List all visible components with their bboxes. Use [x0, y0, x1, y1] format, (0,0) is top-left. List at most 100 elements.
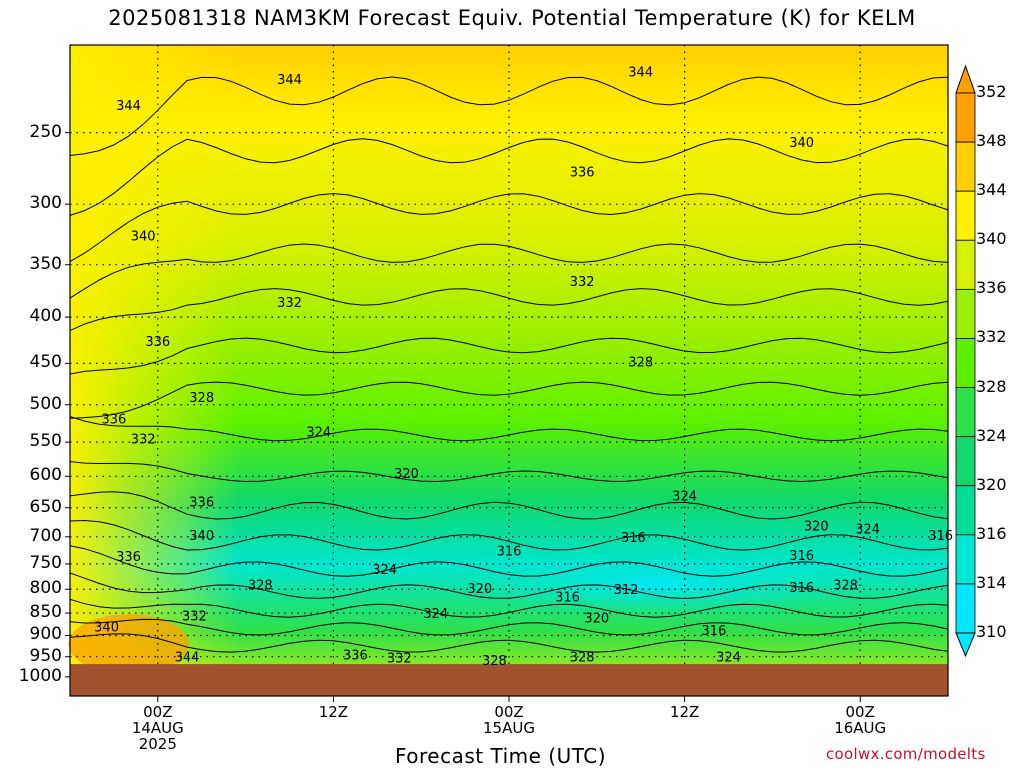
x-axis-title: Forecast Time (UTC) [395, 744, 607, 768]
y-tick-label: 250 [29, 121, 62, 142]
contour-label: 328 [570, 651, 595, 666]
colorbar-label: 336 [976, 278, 1007, 298]
contour-label: 328 [628, 356, 653, 371]
y-tick-label: 500 [29, 393, 62, 414]
y-tick-label: 650 [29, 496, 62, 517]
colorbar-label: 332 [976, 327, 1007, 347]
colorbar-bin [955, 239, 976, 290]
contour-label: 312 [614, 583, 639, 598]
contour-label: 332 [182, 609, 207, 624]
contour-label: 332 [570, 275, 595, 290]
colorbar-label: 344 [976, 180, 1007, 200]
contour-line [69, 491, 949, 520]
contour-line [69, 243, 949, 299]
colorbar-label: 316 [976, 523, 1007, 543]
colorbar-bin [955, 190, 976, 241]
colorbar-bin [955, 534, 976, 585]
contour-line [69, 598, 949, 618]
colorbar-bin [955, 338, 976, 388]
colorbar-bin [955, 436, 976, 487]
contour-label: 344 [628, 66, 653, 81]
y-tick-label: 350 [29, 253, 62, 274]
contour-label: 332 [277, 296, 302, 311]
contour-label: 336 [189, 496, 214, 511]
contour-label: 324 [423, 607, 448, 622]
contour-label: 344 [175, 651, 200, 666]
contour-label: 344 [116, 99, 141, 114]
y-tick-label: 300 [29, 193, 62, 214]
contour-line [69, 545, 949, 577]
colorbar-bin [955, 387, 976, 438]
contour-line [69, 193, 949, 263]
contour-label: 316 [928, 529, 953, 544]
y-tick-label: 850 [29, 602, 62, 623]
contour-line [69, 76, 949, 156]
contour-label: 340 [189, 529, 214, 544]
contour-label: 328 [248, 578, 273, 593]
contour-label: 316 [701, 624, 726, 639]
contour-label: 336 [145, 335, 170, 350]
contour-label: 316 [621, 531, 646, 546]
y-tick-label: 1000 [18, 665, 62, 686]
contour-label: 332 [131, 433, 156, 448]
colorbar-label: 320 [976, 474, 1007, 494]
credit-link[interactable]: coolwx.com/modelts [826, 745, 986, 763]
y-tick-label: 400 [29, 306, 62, 327]
contour-label: 320 [584, 612, 609, 627]
colorbar-bin [955, 485, 976, 536]
contour-label: 336 [101, 413, 126, 428]
colorbar-label: 314 [976, 572, 1007, 592]
contour-label: 332 [387, 652, 412, 667]
contour-label: 328 [833, 578, 858, 593]
y-tick-label: 450 [29, 352, 62, 373]
contour-label: 340 [94, 621, 119, 636]
contour-label: 316 [789, 549, 814, 564]
y-tick-label: 800 [29, 578, 62, 599]
x-tick-label: 12Z [669, 703, 700, 721]
plot-frame [69, 44, 949, 697]
contour-label: 320 [804, 519, 829, 534]
colorbar-bin [955, 288, 976, 339]
x-tick-label: 12Z [318, 703, 349, 721]
colorbar-bin [955, 583, 976, 634]
contour-label: 316 [497, 545, 522, 560]
contour-line [69, 138, 949, 216]
y-tick-label: 750 [29, 552, 62, 573]
colorbar-label: 310 [976, 622, 1007, 641]
contour-label: 324 [855, 522, 880, 537]
contour-label: 328 [482, 654, 507, 669]
contour-line [69, 519, 949, 551]
contour-label: 316 [555, 591, 580, 606]
contour-label: 336 [116, 550, 141, 565]
colorbar-label: 324 [976, 425, 1007, 445]
contour-line [69, 337, 949, 375]
y-tick-label: 950 [29, 645, 62, 666]
colorbar-label: 348 [976, 131, 1007, 151]
colorbar-top-triangle [955, 64, 976, 94]
contour-label: 324 [672, 489, 697, 504]
colorbar-bin [955, 141, 976, 192]
contour-label: 324 [306, 425, 331, 440]
y-tick-label: 600 [29, 465, 62, 486]
contour-line [69, 288, 949, 332]
contour-label: 340 [789, 136, 814, 151]
x-tick-label: 00Z 16AUG [834, 703, 887, 737]
contour-label: 336 [570, 165, 595, 180]
colorbar-bin [955, 92, 976, 143]
contour-label: 344 [277, 73, 302, 88]
contour-label: 320 [467, 582, 492, 597]
contour-label: 324 [372, 563, 397, 578]
chart-title: 2025081318 NAM3KM Forecast Equiv. Potent… [108, 6, 916, 30]
low-theta-e-core [445, 552, 866, 617]
ground-mask [70, 664, 948, 696]
contour-label: 340 [131, 230, 156, 245]
colorbar-label: 328 [976, 376, 1007, 396]
colorbar-bottom-triangle [955, 632, 976, 658]
y-tick-label: 900 [29, 624, 62, 645]
x-tick-label: 00Z 15AUG [483, 703, 535, 737]
y-tick-label: 550 [29, 431, 62, 452]
x-tick-label: 00Z 14AUG 2025 [131, 703, 184, 753]
contour-label: 324 [716, 651, 741, 666]
contour-line [69, 381, 949, 419]
